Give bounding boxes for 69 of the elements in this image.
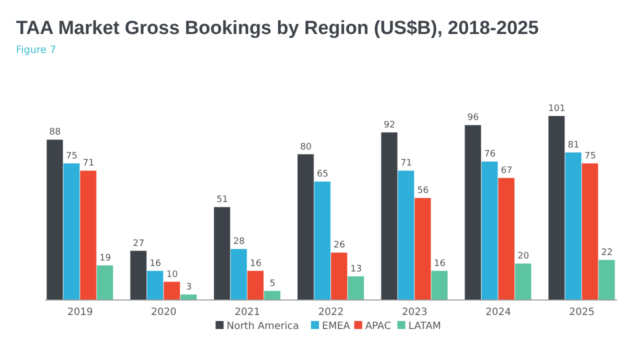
data-label: 27: [132, 238, 144, 249]
data-label: 101: [548, 104, 566, 114]
x-tick-label: 2025: [569, 307, 595, 318]
bar: [348, 276, 364, 300]
data-label: 65: [316, 170, 328, 180]
data-label: 51: [216, 195, 228, 206]
bar: [46, 140, 63, 300]
bar: [180, 294, 197, 300]
legend-label: North America: [226, 321, 300, 332]
data-label: 16: [250, 258, 262, 269]
bar: [164, 282, 180, 300]
data-label: 96: [467, 113, 480, 124]
data-label: 71: [82, 158, 94, 169]
data-label: 56: [417, 186, 429, 196]
x-tick-label: 2019: [67, 307, 93, 318]
bar: [63, 163, 80, 300]
chart-subtitle: Figure 7: [16, 45, 56, 56]
data-label: 88: [49, 128, 62, 138]
data-label: 13: [350, 264, 362, 274]
data-label: 5: [270, 278, 276, 289]
x-tick-label: 2024: [486, 307, 511, 318]
bar: [264, 290, 280, 300]
data-label: 22: [601, 248, 613, 258]
x-tick-label: 2020: [151, 307, 176, 318]
bar: [482, 162, 498, 300]
bar: [381, 132, 398, 300]
bar: [230, 248, 247, 300]
data-label: 75: [584, 151, 596, 162]
data-label: 71: [400, 158, 412, 169]
data-label: 16: [434, 258, 446, 269]
bar: [431, 270, 448, 300]
legend-label: EMEA: [322, 321, 350, 332]
bar: [96, 265, 114, 300]
bar: [314, 182, 330, 300]
bar: [565, 152, 582, 300]
legend-label: APAC: [365, 321, 392, 332]
bar: [464, 125, 482, 300]
chart-title: TAA Market Gross Bookings by Region (US$B), 2018-2025: [16, 18, 540, 39]
data-label: 81: [568, 140, 580, 150]
x-tick-label: 2023: [402, 307, 428, 318]
data-label: 20: [518, 252, 530, 262]
data-label: 3: [186, 282, 192, 293]
bar: [247, 270, 264, 300]
bar: [514, 264, 532, 300]
data-label: 16: [150, 258, 162, 269]
data-label: 19: [99, 253, 112, 264]
bar: [147, 270, 164, 300]
bar: [498, 178, 514, 300]
bar: [414, 198, 431, 300]
bar: [398, 170, 414, 300]
data-label: 28: [233, 236, 246, 247]
x-tick-label: 2022: [318, 307, 344, 318]
data-label: 75: [66, 151, 78, 162]
bar: [298, 154, 314, 300]
bar: [331, 252, 348, 300]
data-label: 26: [334, 240, 346, 251]
data-label: 92: [384, 120, 396, 130]
bar: [582, 163, 598, 300]
data-label: 76: [484, 150, 496, 160]
bar: [130, 250, 147, 300]
legend-label: LATAM: [408, 321, 442, 332]
data-label: 80: [300, 142, 312, 152]
bar: [80, 170, 96, 300]
bar: [548, 116, 565, 300]
bar: [598, 260, 615, 300]
x-tick-label: 2021: [234, 307, 260, 318]
data-label: 67: [500, 166, 512, 176]
data-label: 10: [166, 270, 178, 280]
bar: [214, 207, 230, 300]
